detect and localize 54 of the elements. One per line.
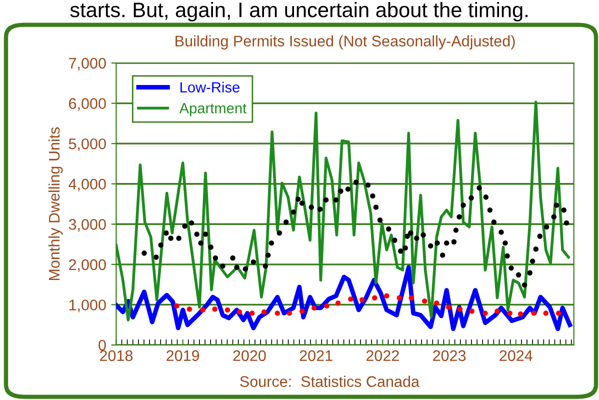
y-tick-label: 6,000 bbox=[69, 98, 106, 111]
point bbox=[186, 306, 192, 312]
point bbox=[236, 309, 242, 315]
point bbox=[408, 295, 414, 300]
x-tick-label: 2022 bbox=[366, 350, 399, 362]
y-tick-label: 1,000 bbox=[69, 300, 106, 312]
y-tick-label: 7,000 bbox=[69, 58, 106, 70]
y-tick-label: 2,000 bbox=[69, 259, 106, 272]
y-tick-label: 0 bbox=[98, 340, 106, 351]
y-axis-title: Monthly Dwelling Units bbox=[48, 127, 63, 280]
point bbox=[531, 310, 536, 316]
point bbox=[396, 295, 402, 300]
y-tick-label: 4,000 bbox=[68, 178, 106, 192]
point bbox=[457, 306, 463, 312]
point bbox=[324, 303, 330, 309]
point bbox=[372, 295, 378, 300]
point bbox=[224, 307, 230, 313]
x-tick-label: 2018 bbox=[100, 350, 133, 362]
point bbox=[174, 303, 180, 309]
point bbox=[422, 298, 428, 304]
text: starts. But, again, I am uncertain about the timing. bbox=[70, 2, 528, 22]
line-series bbox=[116, 100, 570, 322]
point bbox=[274, 310, 280, 316]
point bbox=[446, 304, 452, 310]
point bbox=[311, 305, 317, 311]
x-tick-label: 2023 bbox=[433, 350, 466, 362]
point bbox=[348, 296, 354, 302]
source-note: Source: Statistics Canada bbox=[240, 376, 420, 387]
legend-label: Apartment bbox=[179, 103, 246, 116]
x-tick-label: 2019 bbox=[166, 350, 200, 362]
point bbox=[543, 310, 548, 316]
point bbox=[261, 309, 267, 315]
point bbox=[556, 310, 562, 316]
point bbox=[212, 306, 218, 312]
y-tick-label: 3,000 bbox=[68, 219, 106, 232]
x-tick-label: 2024 bbox=[500, 350, 532, 362]
point bbox=[250, 310, 255, 316]
point bbox=[507, 310, 512, 316]
y-tick-label: 5,000 bbox=[68, 138, 106, 152]
legend-label: Low-Rise bbox=[180, 82, 240, 92]
point bbox=[469, 308, 475, 314]
point bbox=[434, 300, 440, 306]
point bbox=[384, 293, 390, 298]
point bbox=[482, 310, 488, 316]
point bbox=[494, 308, 500, 314]
x-tick-label: 2020 bbox=[233, 350, 266, 362]
point bbox=[200, 307, 206, 313]
point bbox=[299, 308, 305, 314]
x-tick-label: 2021 bbox=[300, 350, 332, 362]
point bbox=[335, 300, 341, 306]
point bbox=[286, 310, 292, 316]
point bbox=[518, 311, 524, 317]
chart-title: Building Permits Issued (Not Seasonally-Adjusted) bbox=[176, 35, 515, 50]
point bbox=[359, 297, 365, 302]
